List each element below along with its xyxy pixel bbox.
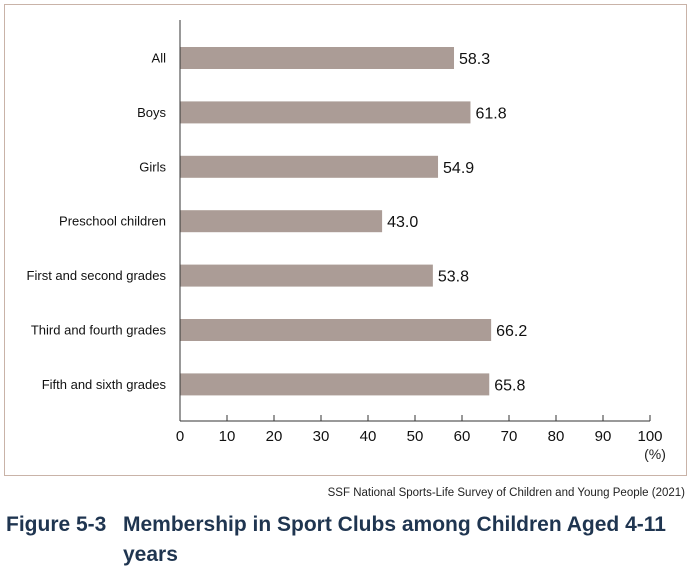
x-tick-label-40: 40	[360, 428, 377, 445]
source-note: SSF National Sports-Life Survey of Child…	[327, 487, 685, 499]
x-axis: 0 10 20 30 40 50 60 70 80 90 100	[176, 20, 663, 445]
bars-layer	[180, 47, 492, 396]
x-tick-label-70: 70	[501, 428, 518, 445]
value-labels-layer: 58.3 61.8 54.9 43.0 53.8 66.2 65.8	[387, 51, 527, 394]
value-label-first-and-second-grades: 53.8	[438, 269, 469, 286]
x-tick-label-80: 80	[548, 428, 565, 445]
x-tick-label-0: 0	[176, 428, 184, 445]
bar-all	[180, 47, 455, 69]
category-label-first-and-second-grades: First and second grades	[27, 268, 167, 283]
x-tick-label-50: 50	[407, 428, 424, 445]
x-axis-unit-label: (%)	[644, 446, 666, 462]
value-label-all: 58.3	[459, 51, 490, 68]
category-label-all: All	[152, 51, 167, 66]
value-label-fifth-and-sixth-grades: 65.8	[494, 377, 525, 394]
category-label-girls: Girls	[139, 159, 166, 174]
bar-first-and-second-grades	[180, 264, 433, 287]
bar-girls	[180, 155, 439, 178]
x-tick-label-90: 90	[595, 428, 612, 445]
category-label-fifth-and-sixth-grades: Fifth and sixth grades	[42, 377, 167, 392]
x-tick-label-100: 100	[637, 428, 662, 445]
value-label-boys: 61.8	[475, 105, 506, 122]
x-tick-label-20: 20	[266, 428, 283, 445]
chart-frame	[4, 4, 687, 476]
x-tick-label-60: 60	[454, 428, 471, 445]
bar-chart: All Boys Girls Preschool children First and …	[27, 20, 666, 462]
figure-title: Membership in Sport Clubs among Children…	[123, 513, 666, 566]
category-labels-layer: All Boys Girls Preschool children First and …	[27, 51, 167, 392]
category-label-third-and-fourth-grades: Third and fourth grades	[31, 323, 167, 338]
x-tick-label-30: 30	[313, 428, 330, 445]
bar-third-and-fourth-grades	[180, 319, 492, 341]
value-label-girls: 54.9	[443, 160, 474, 177]
bar-boys	[180, 101, 471, 124]
category-label-boys: Boys	[137, 105, 166, 120]
value-label-third-and-fourth-grades: 66.2	[496, 323, 527, 340]
category-label-preschool-children: Preschool children	[59, 214, 166, 229]
bar-preschool-children	[180, 210, 383, 233]
value-label-preschool-children: 43.0	[387, 214, 418, 231]
bar-fifth-and-sixth-grades	[180, 373, 490, 396]
x-tick-label-10: 10	[219, 428, 236, 445]
figure-number: Figure 5-3	[6, 513, 107, 536]
